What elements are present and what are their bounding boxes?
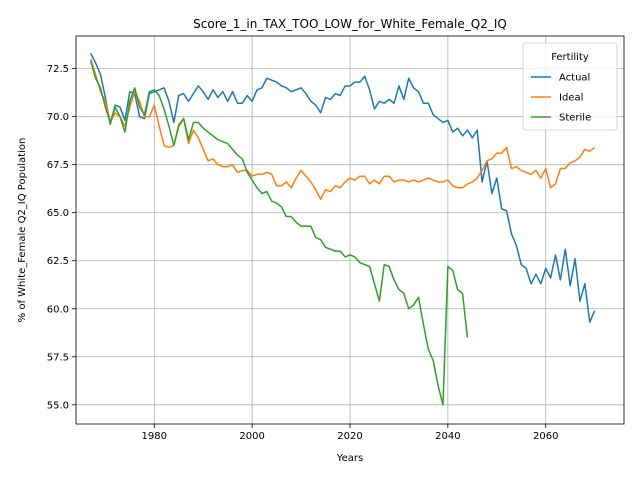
series-line-actual [90, 52, 596, 323]
legend-label-ideal: Ideal [559, 93, 583, 104]
legend-items: Actual Ideal Sterile [531, 73, 591, 124]
y-tick-label: 70.0 [47, 112, 69, 123]
y-tick-label: 67.5 [47, 160, 69, 171]
x-tick-label: 2020 [337, 431, 362, 442]
legend-label-sterile: Sterile [559, 113, 591, 124]
y-axis-ticks: 55.0 57.5 60.0 62.5 65.0 67.5 70.0 72.5 [47, 64, 76, 411]
x-tick-label: 2000 [239, 431, 264, 442]
y-tick-label: 57.5 [47, 352, 69, 363]
y-tick-label: 60.0 [47, 304, 69, 315]
y-tick-label: 72.5 [47, 64, 69, 75]
y-tick-label: 62.5 [47, 256, 69, 267]
chart-title: Score_1_in_TAX_TOO_LOW_for_White_Female_… [193, 17, 507, 31]
y-axis-label: % of White_Female Q2_IQ Population [17, 138, 28, 323]
legend-box [522, 42, 618, 131]
grid [76, 36, 624, 424]
legend: Fertility Actual Ideal Sterile [522, 42, 618, 131]
y-tick-label: 55.0 [47, 400, 69, 411]
legend-label-actual: Actual [559, 73, 590, 84]
x-tick-label: 2040 [435, 431, 460, 442]
x-axis-ticks: 1980 2000 2020 2040 2060 [142, 424, 558, 442]
legend-title: Fertility [551, 52, 589, 63]
x-tick-label: 1980 [142, 431, 167, 442]
x-axis-label: Years [336, 453, 363, 464]
x-tick-label: 2060 [533, 431, 558, 442]
series-line-sterile [89, 60, 469, 406]
series-lines [89, 52, 596, 406]
y-tick-label: 65.0 [47, 208, 69, 219]
